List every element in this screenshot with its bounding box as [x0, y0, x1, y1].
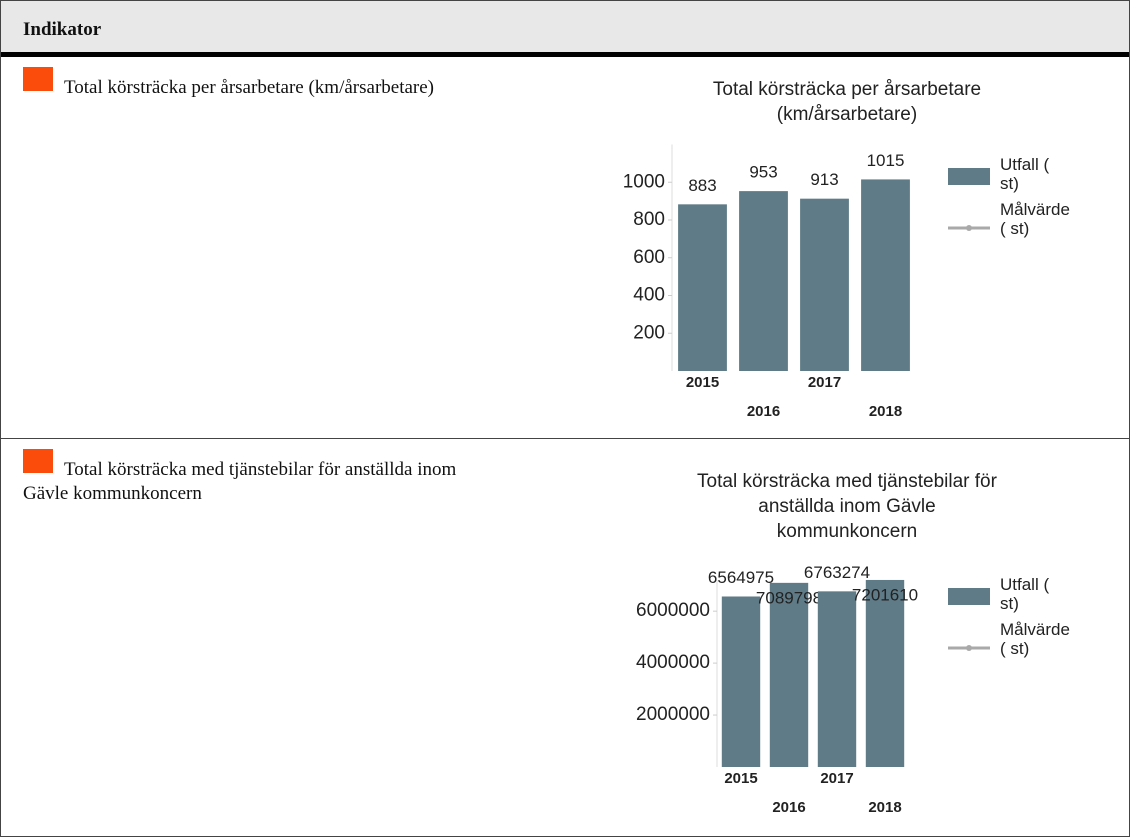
- y-tick-label: 200: [633, 322, 665, 343]
- chart-title: anställda inom Gävle: [758, 496, 935, 517]
- data-label: 6564975: [708, 568, 774, 587]
- bar: [865, 579, 905, 767]
- status-icon: [23, 449, 53, 473]
- data-label: 1015: [867, 151, 905, 170]
- x-tick-label: 2015: [686, 374, 719, 391]
- x-tick-label: 2017: [808, 374, 841, 391]
- y-tick-label: 6000000: [636, 600, 710, 621]
- table-row: Total körsträcka med tjänstebilar för an…: [1, 439, 1129, 837]
- y-tick-label: 600: [633, 247, 665, 268]
- x-tick-label: 2016: [772, 799, 805, 816]
- legend-marker: [966, 225, 972, 231]
- bar: [817, 591, 857, 767]
- chart-title: Total körsträcka med tjänstebilar för: [697, 471, 998, 492]
- x-tick-label: 2017: [820, 770, 853, 787]
- data-label: 7201610: [852, 585, 918, 604]
- legend-label: Utfall (st): [1000, 575, 1049, 613]
- y-tick-label: 400: [633, 285, 665, 306]
- legend-label: Utfall (st): [1000, 155, 1049, 193]
- row-label: Total körsträcka per årsarbetare (km/års…: [64, 77, 435, 98]
- x-tick-label: 2018: [868, 799, 901, 816]
- legend-label: Målvärde( st): [1000, 200, 1070, 238]
- bar: [678, 204, 727, 371]
- data-label: 6763274: [804, 563, 870, 582]
- table-row: Total körsträcka per årsarbetare (km/års…: [1, 57, 1129, 439]
- bar: [861, 179, 910, 371]
- bar: [721, 596, 761, 767]
- x-tick-label: 2018: [869, 403, 902, 420]
- bar: [739, 191, 788, 371]
- chart-title: (km/årsarbetare): [777, 104, 917, 125]
- data-label: 7089798: [756, 588, 822, 607]
- row-label: Total körsträcka med tjänstebilar för an…: [23, 459, 457, 504]
- legend-swatch: [948, 588, 990, 605]
- y-tick-label: 2000000: [636, 704, 710, 725]
- y-tick-label: 4000000: [636, 652, 710, 673]
- chart-title: kommunkoncern: [777, 521, 917, 542]
- header-title: Indikator: [23, 19, 102, 40]
- data-label: 953: [749, 163, 777, 182]
- x-tick-label: 2015: [724, 770, 757, 787]
- legend-swatch: [948, 168, 990, 185]
- table-header: Indikator: [1, 0, 1129, 57]
- chart-title: Total körsträcka per årsarbetare: [713, 79, 981, 100]
- status-icon: [23, 67, 53, 91]
- bar: [769, 582, 809, 767]
- x-tick-label: 2016: [747, 403, 780, 420]
- bar: [800, 198, 849, 371]
- legend-label: Målvärde( st): [1000, 620, 1070, 658]
- legend-marker: [966, 645, 972, 651]
- data-label: 883: [688, 176, 716, 195]
- data-label: 913: [810, 170, 838, 189]
- y-tick-label: 1000: [623, 171, 665, 192]
- y-tick-label: 800: [633, 209, 665, 230]
